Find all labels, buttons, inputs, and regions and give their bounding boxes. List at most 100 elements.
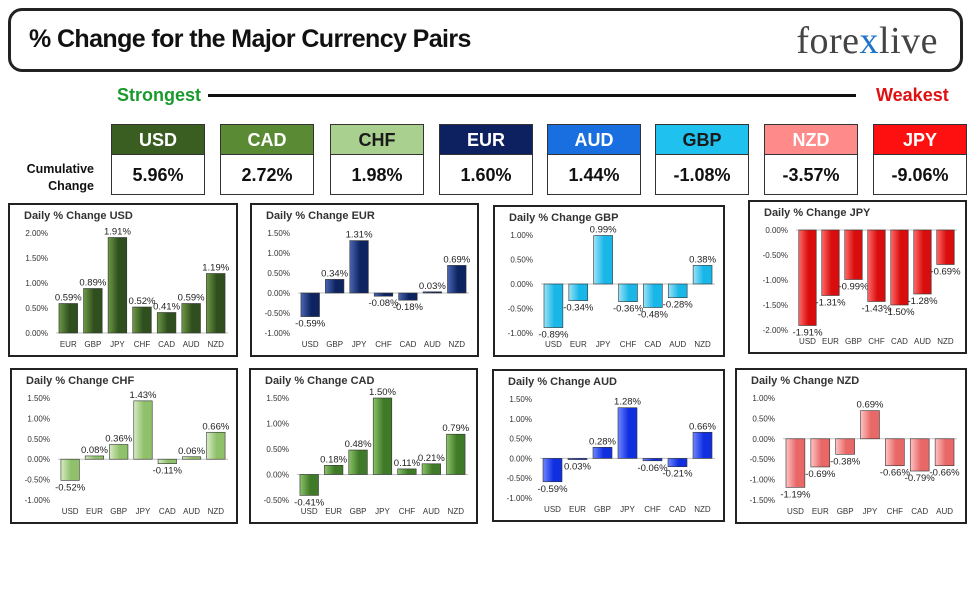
data-label: -0.79% [905,473,936,484]
bar-eur [821,229,840,296]
x-tick-label: CHF [868,337,885,346]
bar-cad [667,458,688,468]
data-label: 0.52% [129,296,156,307]
bar-jpy [860,410,880,440]
bar-usd [299,474,319,496]
currency-box-nzd: NZD -3.57% [764,124,858,195]
chart-panel-nzd: Daily % Change NZD -1.50% -1.00% -0.50% 0.00… [735,368,967,524]
y-tick-label: 0.50% [27,435,50,444]
x-tick-label: CAD [159,507,176,516]
weakest-label: Weakest [876,85,949,105]
chart-panel-usd: Daily % Change USD 0.00% 0.50% 1.00% 1.50% 2.… [8,203,238,357]
y-tick-label: -2.00% [763,326,788,335]
x-tick-label: USD [302,340,319,349]
data-label: 0.89% [79,278,106,289]
x-tick-label: AUD [914,337,931,346]
y-tick-label: 0.50% [266,445,289,454]
bar-jpy [107,237,128,334]
strongest-label: Strongest [117,85,202,105]
x-tick-label: NZD [449,340,466,349]
data-label: -0.34% [563,303,594,314]
data-label: 0.06% [178,446,205,457]
data-label: -0.99% [838,282,869,293]
x-tick-label: NZD [208,507,225,516]
x-tick-label: NZD [448,507,465,516]
y-tick-label: -1.50% [763,301,788,310]
x-tick-label: CHF [375,340,392,349]
bar-chf [618,283,638,302]
bar-cad [398,292,418,301]
data-label: 0.69% [443,254,470,265]
x-tick-label: USD [301,507,318,516]
bar-jpy [617,407,638,459]
data-label: -1.50% [884,307,915,318]
data-label: 0.66% [202,421,229,432]
brand-right: live [879,20,938,62]
data-label: -0.36% [613,304,644,315]
y-tick-label: 2.00% [25,229,48,238]
y-tick-label: -1.00% [508,329,533,338]
y-tick-label: -0.50% [508,305,533,314]
x-tick-label: EUR [60,340,77,349]
bar-eur [84,455,104,460]
chart-aud-svg: -1.00% -0.50% 0.00% 0.50% 1.00% 1.50% -0.59% US… [507,395,717,514]
data-label: -0.41% [294,497,325,508]
chart-panel-cad: Daily % Change CAD -0.50% 0.00% 0.50% 1.00% 1… [249,368,478,524]
x-tick-label: CHF [620,340,637,349]
x-tick-label: NZD [694,505,711,514]
bar-usd [798,229,817,326]
y-tick-label: 1.50% [266,394,289,403]
currency-code: GBP [655,124,749,155]
cumulative-change-value: -3.57% [764,155,858,195]
cumulative-label-line2: Change [48,179,94,193]
bar-chf [397,468,417,475]
data-label: 0.48% [345,439,372,450]
x-tick-label: JPY [352,340,367,349]
x-tick-label: EUR [325,507,342,516]
x-tick-label: CHF [887,507,904,516]
bar-cad [909,438,930,472]
bar-usd [300,292,320,317]
y-tick-label: -1.00% [25,496,50,505]
currency-box-chf: CHF 1.98% [330,124,424,195]
cumulative-change-value: 2.72% [220,155,314,195]
bar-nzd [206,273,226,334]
x-tick-label: AUD [183,340,200,349]
data-label: -0.38% [830,456,861,467]
bar-nzd [446,433,466,475]
chart-title: Daily % Change AUD [508,376,618,388]
y-tick-label: 0.00% [509,454,532,463]
strength-arrow-line [208,94,856,97]
bar-cad [157,458,177,464]
y-tick-label: -0.50% [763,251,788,260]
cumulative-label-line1: Cumulative [26,162,94,176]
data-label: -0.59% [295,319,326,330]
bar-chf [885,438,905,467]
data-label: 0.59% [178,293,205,304]
x-tick-label: EUR [812,507,829,516]
x-tick-label: AUD [423,507,440,516]
currency-code: CAD [220,124,314,155]
y-tick-label: 0.50% [25,304,48,313]
x-tick-label: JPY [863,507,878,516]
x-tick-label: GBP [110,507,127,516]
data-label: 1.91% [104,227,131,238]
forexlive-logo: forexlive [796,19,938,63]
bar-cad [890,229,909,306]
x-tick-label: JPY [375,507,390,516]
data-label: 0.18% [320,454,347,465]
bar-nzd [692,265,713,285]
bar-chf [132,306,152,334]
y-tick-label: -0.50% [264,496,289,505]
data-label: -0.18% [393,302,424,313]
chart-cad-svg: -0.50% 0.00% 0.50% 1.00% 1.50% -0.41%USD 0.18%… [264,387,470,516]
bar-gbp [844,229,863,280]
y-tick-label: 1.00% [266,420,289,429]
x-tick-label: CAD [891,337,908,346]
data-label: -0.28% [663,300,694,311]
data-label: 0.03% [419,281,446,292]
bar-jpy [133,400,153,460]
y-tick-label: -0.50% [25,476,50,485]
data-label: 1.43% [130,390,157,401]
x-tick-label: USD [787,507,804,516]
